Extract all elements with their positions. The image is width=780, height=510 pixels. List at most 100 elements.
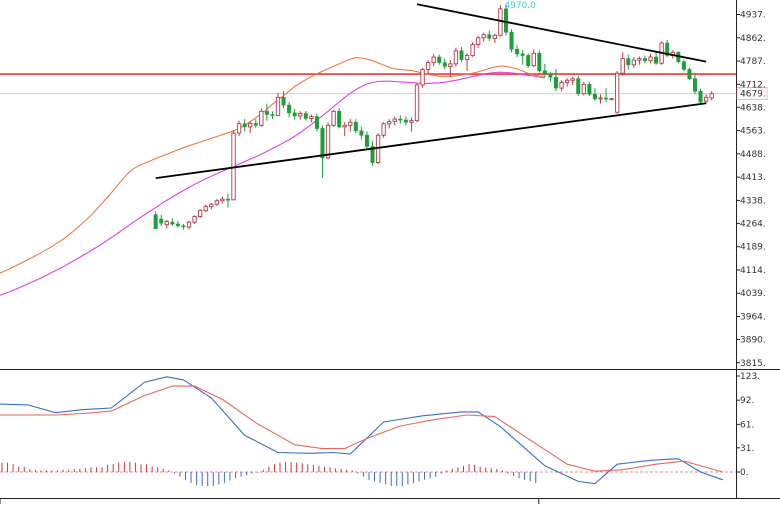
candle-body-up [609,98,614,101]
candle-body-up [409,120,414,123]
candle-body-down [359,130,364,136]
osc-tick-label: 31. [740,444,754,454]
candle-body-down [353,121,358,132]
candle-body-up [598,97,603,100]
y-tick-label: 3890. [740,335,766,345]
candle-body-down [587,84,592,95]
candle-body-down [642,58,647,62]
main-y-axis: 4937. 4862. 4787. 4712. 4638. 4563. 4488. 4413.… [736,10,766,369]
candle-body-down [281,97,286,106]
candle-body-down [520,53,525,56]
candle-body-up [648,56,653,62]
candle-body-up [709,93,714,99]
candle-body-up [186,221,192,228]
y-tick-label: 4413. [740,173,766,183]
candle-body-down [548,73,553,78]
candle-body-down [681,61,686,70]
peak-label: 4970.0 [504,1,536,11]
candle-body-down [542,70,547,75]
candle-body-up [531,52,536,67]
candle-body-up [631,59,636,66]
y-tick-label: 4338. [740,196,766,206]
candle-body-up [448,63,453,67]
candle-body-down [665,42,670,56]
osc-line-dea [0,385,723,473]
candle-body-down [253,123,258,126]
candle-body-up [342,124,347,128]
candle-body-up [203,206,208,212]
candle-body-down [604,97,609,100]
candle-body-down [487,34,492,39]
candle-body-down [264,111,269,115]
candle-body-down [526,55,531,67]
candle-body-down [592,93,597,100]
candle-body-down [459,50,464,60]
candle-body-down [225,198,230,201]
candle-body-up [620,58,625,74]
candle-body-up [236,123,242,134]
candle-body-down [292,112,297,117]
candle-body-down [170,221,175,225]
candle-body-up [164,221,169,226]
candle-body-down [403,119,408,123]
candle-body-down [303,113,308,119]
candle-body-down [370,146,375,163]
candle-body-up [325,124,331,159]
y-tick-label: 4937. [740,10,766,20]
ma-fast-line [0,57,545,274]
candle-body-down [181,225,186,228]
y-tick-label: 4712. [740,80,766,90]
candle-body-down [337,111,342,128]
candle-body-up [481,34,486,39]
y-tick-label: 4787. [740,57,766,67]
last-price-label: 4679. [740,90,766,100]
candle-body-up [259,110,264,126]
candle-body-up [209,203,214,208]
x-axis [0,498,540,504]
candle-body-up [192,216,197,223]
candle-body-up [248,123,253,128]
candle-body-up [298,113,303,117]
y-tick-label: 4114. [740,266,766,276]
candle-body-up [198,210,203,218]
trendline-lower [155,102,707,179]
last-price-box [736,87,768,100]
y-tick-label: 4488. [740,150,766,160]
candle-body-up [453,50,459,65]
candle-body-down [654,56,659,64]
candle-body-up [476,37,481,46]
candle-body-down [437,56,442,63]
candle-body-down [398,118,403,121]
candle-body-down [287,104,292,114]
candle-body-down [576,78,581,94]
trendline-upper [416,3,707,63]
candle-body-up [392,118,397,123]
candle-body-up [470,44,475,56]
osc-tick-label: 92. [740,396,754,406]
candle-body-up [564,79,570,83]
candle-body-up [214,200,219,205]
candle-body-down [242,123,247,128]
candle-body-down [270,114,275,116]
candle-body-up [703,96,709,102]
candle-body-down [698,90,703,103]
candle-body-down [314,116,319,129]
candle-body-up [348,121,353,126]
osc-tick-label: 123. [740,372,760,382]
candle-body-down [320,128,325,159]
y-tick-label: 3815. [740,359,766,369]
candle-body-down [159,218,164,224]
candle-body-up [381,123,386,136]
candle-body-down [509,31,514,50]
candle-body-up [498,8,503,36]
y-tick-label: 4189. [740,243,766,253]
y-tick-label: 4563. [740,127,766,137]
candle-body-up [615,72,620,113]
y-tick-label: 3964. [740,313,766,323]
candle-body-up [492,34,497,39]
candle-body-up [387,121,392,125]
candle-body-up [220,198,225,202]
osc-y-axis: 123. 92. 61. 31. 0. [736,372,760,478]
candle-body-up [570,78,575,81]
